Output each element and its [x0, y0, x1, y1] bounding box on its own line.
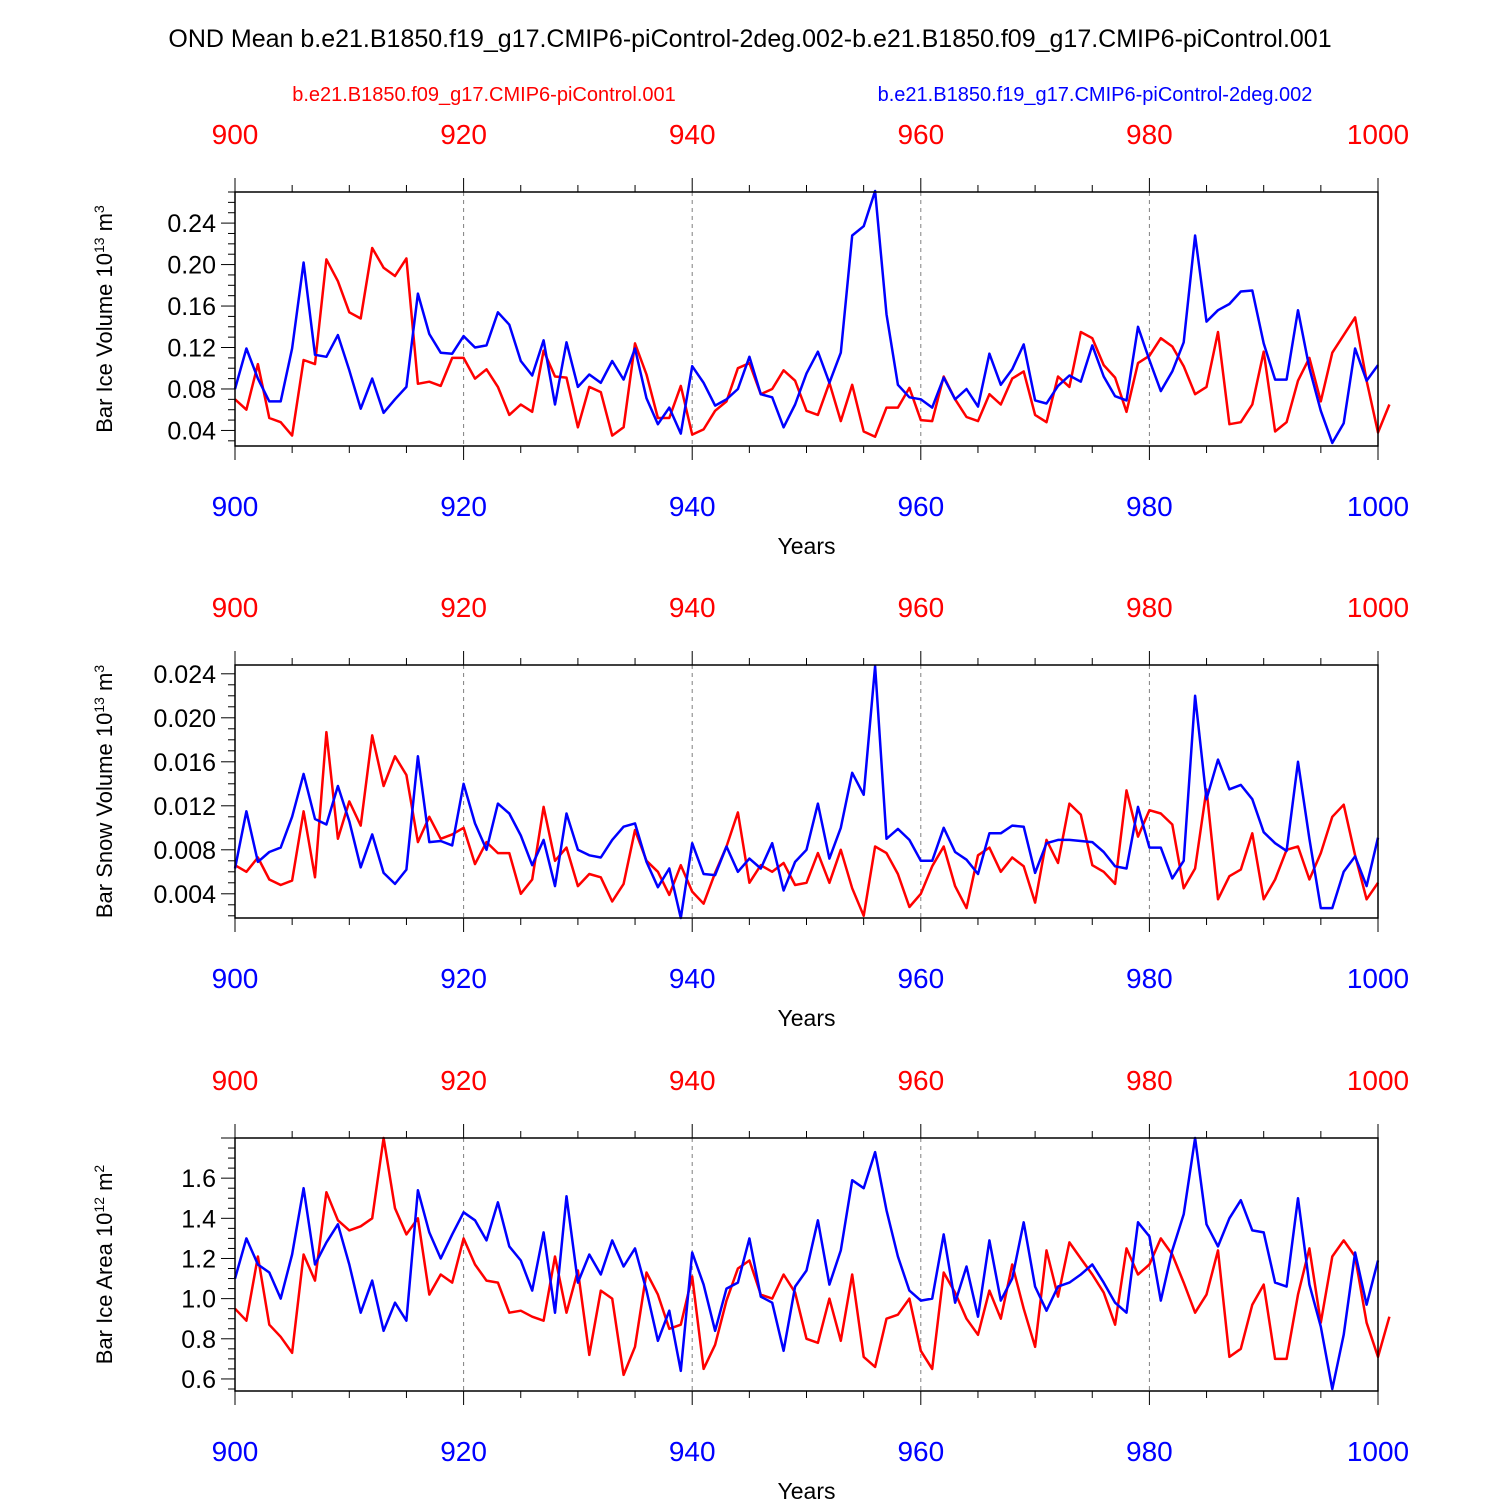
y-tick-label: 0.004 — [153, 881, 216, 909]
y-tick-label: 0.12 — [167, 335, 216, 363]
x-tick-label-top: 920 — [440, 592, 487, 623]
x-tick-label-top: 980 — [1126, 119, 1173, 150]
y-tick-label: 1.4 — [181, 1205, 216, 1233]
x-tick-label-top: 1000 — [1347, 1065, 1409, 1096]
x-tick-label-bottom: 920 — [440, 963, 487, 994]
y-axis-title-superscript: 2 — [91, 1165, 107, 1173]
x-tick-label-top: 960 — [897, 592, 944, 623]
y-tick-label: 0.020 — [153, 705, 216, 733]
y-axis-title: Bar Snow Volume 1013 m3 — [91, 665, 117, 919]
x-tick-label-bottom: 940 — [669, 963, 716, 994]
plot-frame — [234, 191, 1379, 447]
x-tick-label-top: 920 — [440, 1065, 487, 1096]
y-tick-label: 0.012 — [153, 793, 216, 821]
x-tick-label-top: 920 — [440, 119, 487, 150]
x-tick-label-bottom: 900 — [212, 963, 259, 994]
x-tick-label-bottom: 980 — [1126, 1436, 1173, 1467]
y-tick-label: 0.024 — [153, 661, 216, 689]
x-axis-title: Years — [778, 1005, 836, 1031]
x-tick-label-top: 960 — [897, 119, 944, 150]
x-tick-label-top: 1000 — [1347, 119, 1409, 150]
y-tick-label: 1.2 — [181, 1245, 216, 1273]
x-tick-label-top: 940 — [669, 592, 716, 623]
series-line-red — [234, 1136, 1391, 1377]
panel-2: 0.004 0.008 0.012 0.016 0.020 0.024 900 900 920 9… — [91, 592, 1410, 1031]
y-tick-label: 0.20 — [167, 252, 216, 280]
plot-frame — [234, 664, 1379, 919]
series-line-blue — [233, 1136, 1380, 1391]
y-tick-label: 0.008 — [153, 837, 216, 865]
y-axis-title-part: m — [92, 1173, 117, 1197]
series-line-blue — [233, 189, 1380, 445]
x-tick-label-top: 960 — [897, 1065, 944, 1096]
series-line-blue — [233, 664, 1380, 920]
x-tick-label-bottom: 1000 — [1347, 963, 1409, 994]
y-tick-label: 0.16 — [167, 293, 216, 321]
x-tick-label-bottom: 980 — [1126, 491, 1173, 522]
y-tick-label: 0.24 — [167, 210, 216, 238]
y-axis-title-superscript: 13 — [91, 237, 107, 253]
panels: 0.04 0.08 0.12 0.16 0.20 0.24 900 900 920 920 940 9… — [91, 119, 1410, 1500]
y-axis-title-part: Bar Ice Volume 10 — [92, 253, 117, 433]
chart-title: OND Mean b.e21.B1850.f19_g17.CMIP6-piCon… — [168, 25, 1331, 53]
x-tick-label-bottom: 900 — [212, 1436, 259, 1467]
x-tick-label-bottom: 960 — [897, 963, 944, 994]
x-tick-label-top: 940 — [669, 1065, 716, 1096]
y-tick-label: 1.0 — [181, 1286, 216, 1314]
y-axis-title: Bar Ice Area 1012 m2 — [91, 1165, 117, 1365]
y-axis-title-part: Bar Ice Area 10 — [92, 1213, 117, 1365]
y-axis-title: Bar Ice Volume 1013 m3 — [91, 205, 117, 433]
y-tick-label: 0.016 — [153, 749, 216, 777]
x-tick-label-top: 900 — [212, 592, 259, 623]
x-tick-label-top: 900 — [212, 1065, 259, 1096]
x-tick-label-bottom: 920 — [440, 491, 487, 522]
legend-red-label: b.e21.B1850.f09_g17.CMIP6-piControl.001 — [292, 84, 676, 106]
y-tick-label: 0.6 — [181, 1366, 216, 1394]
x-tick-label-bottom: 960 — [897, 1436, 944, 1467]
x-tick-label-top: 980 — [1126, 592, 1173, 623]
panel-1: 0.04 0.08 0.12 0.16 0.20 0.24 900 900 920 920 940 9… — [91, 119, 1410, 559]
x-tick-label-bottom: 960 — [897, 491, 944, 522]
y-axis-title-superscript: 3 — [91, 205, 107, 213]
x-tick-label-bottom: 980 — [1126, 963, 1173, 994]
x-tick-label-top: 980 — [1126, 1065, 1173, 1096]
x-tick-label-bottom: 1000 — [1347, 1436, 1409, 1467]
y-axis-title-superscript: 13 — [91, 697, 107, 713]
y-axis-title-superscript: 3 — [91, 665, 107, 673]
panel-3: 0.6 0.8 1.0 1.2 1.4 1.6 900 900 920 920 940 940 960 9… — [91, 1065, 1410, 1500]
legend-blue-label: b.e21.B1850.f19_g17.CMIP6-piControl-2deg… — [878, 84, 1313, 106]
y-axis-title-part: Bar Snow Volume 10 — [92, 713, 117, 918]
x-tick-label-top: 1000 — [1347, 592, 1409, 623]
x-axis-title: Years — [778, 533, 836, 559]
y-tick-label: 1.6 — [181, 1165, 216, 1193]
y-tick-label: 0.08 — [167, 376, 216, 404]
x-tick-label-top: 940 — [669, 119, 716, 150]
x-tick-label-bottom: 920 — [440, 1436, 487, 1467]
y-tick-label: 0.04 — [167, 417, 216, 445]
x-tick-label-bottom: 940 — [669, 1436, 716, 1467]
y-axis-title-superscript: 12 — [91, 1197, 107, 1213]
series-line-red — [234, 730, 1380, 918]
x-tick-label-bottom: 900 — [212, 491, 259, 522]
x-tick-label-bottom: 1000 — [1347, 491, 1409, 522]
series-line-red — [234, 246, 1391, 438]
plot-frame — [234, 1137, 1379, 1392]
y-tick-label: 0.8 — [181, 1326, 216, 1354]
x-axis-title: Years — [778, 1478, 836, 1500]
x-tick-label-top: 900 — [212, 119, 259, 150]
x-tick-label-bottom: 940 — [669, 491, 716, 522]
y-axis-title-part: m — [92, 213, 117, 237]
y-axis-title-part: m — [92, 673, 117, 697]
